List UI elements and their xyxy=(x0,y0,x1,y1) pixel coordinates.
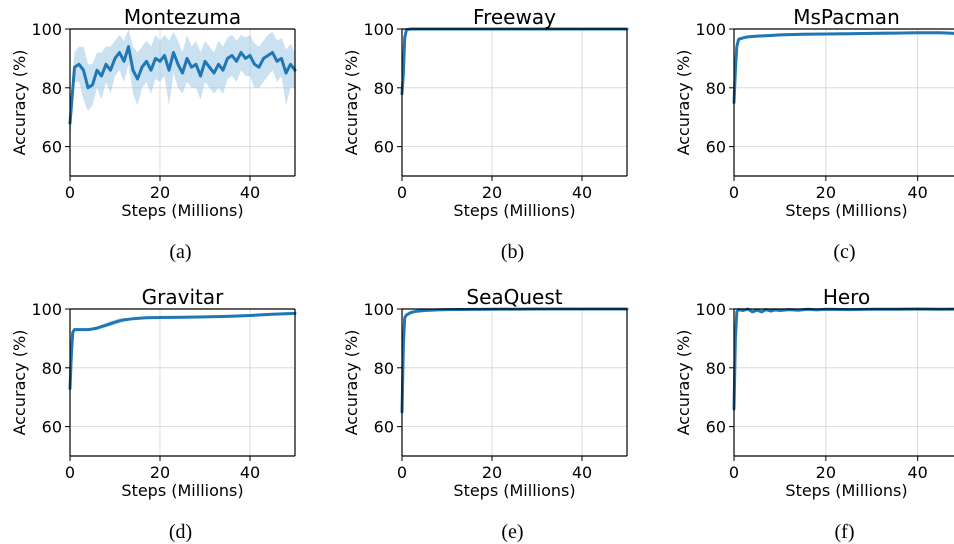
y-tick-label: 100 xyxy=(363,300,394,319)
y-axis-label: Accuracy (%) xyxy=(342,50,361,156)
x-tick-label: 40 xyxy=(240,463,260,482)
x-tick-label: 40 xyxy=(572,463,592,482)
x-tick-label: 40 xyxy=(572,183,592,202)
x-tick-label: 0 xyxy=(65,183,75,202)
x-axis-label: Steps (Millions) xyxy=(121,201,243,220)
x-tick-label: 0 xyxy=(729,463,739,482)
panel-caption: (c) xyxy=(833,241,855,263)
y-tick-label: 100 xyxy=(31,300,62,319)
panel-freeway: 60 80 100 0 20 40 Freeway Steps (Millions) Accur… xyxy=(342,5,629,263)
panel-title: SeaQuest xyxy=(466,285,562,309)
y-tick-label: 60 xyxy=(706,138,726,157)
x-tick-label: 20 xyxy=(816,463,836,482)
y-tick-label: 100 xyxy=(363,20,394,39)
series-line xyxy=(68,311,297,390)
y-tick-label: 80 xyxy=(42,79,62,98)
x-tick-label: 20 xyxy=(150,183,170,202)
x-axis-label: Steps (Millions) xyxy=(453,481,575,500)
panel-hero: 60 80 100 0 20 40 Hero Steps (Millions) Accuracy… xyxy=(674,285,954,543)
panel-caption: (f) xyxy=(835,521,855,543)
panel-title: MsPacman xyxy=(793,5,900,29)
x-tick-label: 0 xyxy=(397,183,407,202)
y-axis-label: Accuracy (%) xyxy=(10,330,29,436)
y-tick-label: 60 xyxy=(42,138,62,157)
x-tick-label: 0 xyxy=(397,463,407,482)
y-axis-label: Accuracy (%) xyxy=(674,330,693,436)
panel-title: Gravitar xyxy=(142,285,224,309)
x-tick-label: 40 xyxy=(907,183,927,202)
y-tick-label: 100 xyxy=(695,300,726,319)
x-tick-label: 40 xyxy=(907,463,927,482)
y-tick-label: 80 xyxy=(42,359,62,378)
x-tick-label: 20 xyxy=(150,463,170,482)
x-axis-label: Steps (Millions) xyxy=(785,481,907,500)
series-line xyxy=(732,31,954,104)
confidence-band xyxy=(70,312,295,392)
y-tick-label: 80 xyxy=(706,359,726,378)
y-tick-label: 80 xyxy=(374,359,394,378)
panel-gravitar: 60 80 100 0 20 40 Gravitar Steps (Millions) Accu… xyxy=(10,285,297,543)
x-tick-label: 0 xyxy=(729,183,739,202)
panel-caption: (e) xyxy=(501,521,523,543)
y-tick-label: 60 xyxy=(374,418,394,437)
panel-mspacman: 60 80 100 0 20 40 MsPacman Steps (Millions) Accu… xyxy=(674,5,954,263)
y-tick-label: 60 xyxy=(706,418,726,437)
y-tick-label: 60 xyxy=(42,418,62,437)
y-axis-label: Accuracy (%) xyxy=(674,50,693,156)
panel-caption: (d) xyxy=(169,521,192,543)
y-tick-label: 100 xyxy=(31,20,62,39)
panel-caption: (a) xyxy=(169,241,191,263)
panel-caption: (b) xyxy=(501,241,524,263)
x-tick-label: 20 xyxy=(482,183,502,202)
x-axis-label: Steps (Millions) xyxy=(785,201,907,220)
panel-seaquest: 60 80 100 0 20 40 SeaQuest Steps (Millions) Accu… xyxy=(342,285,629,543)
x-tick-label: 40 xyxy=(240,183,260,202)
confidence-band xyxy=(734,31,954,109)
series-line xyxy=(68,45,297,125)
series-line xyxy=(400,27,629,96)
panel-title: Freeway xyxy=(473,5,556,29)
series-line xyxy=(732,307,954,411)
y-axis-label: Accuracy (%) xyxy=(342,330,361,436)
series-line xyxy=(400,307,629,414)
x-axis-label: Steps (Millions) xyxy=(453,201,575,220)
y-tick-label: 60 xyxy=(374,138,394,157)
x-tick-label: 20 xyxy=(816,183,836,202)
panel-title: Hero xyxy=(823,285,870,309)
y-tick-label: 100 xyxy=(695,20,726,39)
y-tick-label: 80 xyxy=(706,79,726,98)
panel-montezuma: 60 80 100 0 20 40 Montezuma Steps (Millions) Acc… xyxy=(10,5,297,263)
x-tick-label: 20 xyxy=(482,463,502,482)
y-axis-label: Accuracy (%) xyxy=(10,50,29,156)
panel-title: Montezuma xyxy=(124,5,241,29)
y-tick-label: 80 xyxy=(374,79,394,98)
x-tick-label: 0 xyxy=(65,463,75,482)
x-axis-label: Steps (Millions) xyxy=(121,481,243,500)
